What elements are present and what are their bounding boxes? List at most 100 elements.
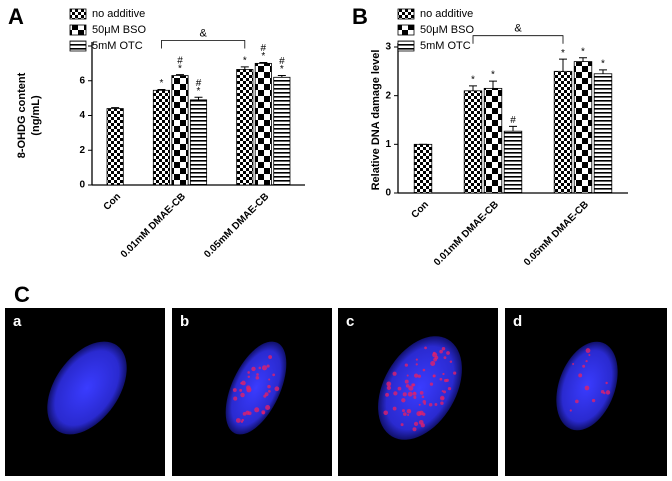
bar xyxy=(273,76,291,186)
error-bar xyxy=(559,58,567,72)
x-tick-label: Con xyxy=(409,199,431,221)
signal-dot xyxy=(241,380,246,386)
bar xyxy=(254,62,272,186)
signal-dot xyxy=(239,388,243,392)
signal-dot xyxy=(397,386,402,391)
panel-label: B xyxy=(352,4,368,29)
error-bar xyxy=(469,85,477,91)
significance-marker: # xyxy=(510,115,516,126)
signal-dot xyxy=(418,419,424,425)
significance-marker: * xyxy=(280,64,284,75)
significance-marker: # xyxy=(261,43,267,54)
signal-dot xyxy=(445,378,449,383)
legend-label: no additive xyxy=(92,8,145,20)
bar xyxy=(503,130,523,194)
significance-marker: * xyxy=(178,63,182,74)
error-bar xyxy=(111,107,120,109)
signal-dot xyxy=(443,356,447,360)
bar xyxy=(171,75,189,186)
signal-dot xyxy=(419,391,424,395)
bar xyxy=(593,73,613,194)
signal-dot xyxy=(408,385,414,391)
error-bar xyxy=(259,62,268,64)
legend-label: 5mM OTC xyxy=(92,40,143,52)
signal-dot xyxy=(401,398,406,403)
signal-dot xyxy=(272,373,276,377)
signal-dot xyxy=(403,412,407,416)
y-tick-label: 1 xyxy=(385,139,391,150)
legend-swatch xyxy=(69,40,87,52)
signal-dot xyxy=(246,385,251,390)
y-tick-label: 0 xyxy=(385,188,391,199)
signal-dot xyxy=(424,346,427,350)
y-tick-label: 4 xyxy=(79,110,85,121)
signal-dot xyxy=(569,409,572,412)
significance-marker: # xyxy=(196,78,202,89)
image-label: c xyxy=(346,313,354,330)
signal-dot xyxy=(446,351,450,355)
signal-dot xyxy=(453,371,457,375)
significance-marker: * xyxy=(197,86,201,97)
signal-dot xyxy=(405,384,410,388)
signal-dot xyxy=(416,411,422,417)
signal-dot xyxy=(412,427,417,432)
signal-dot xyxy=(268,378,271,381)
y-axis-label: (ng/mL) xyxy=(30,95,42,136)
signal-dot xyxy=(254,407,260,413)
signal-dot xyxy=(265,404,271,411)
error-bar xyxy=(194,96,203,100)
signal-dot xyxy=(393,391,398,396)
signal-dot xyxy=(235,418,241,423)
signal-dot xyxy=(439,377,443,381)
signal-dot xyxy=(578,373,583,378)
signal-dot xyxy=(415,363,418,366)
signal-dot xyxy=(428,403,433,407)
signal-dot xyxy=(386,385,392,391)
bar xyxy=(189,99,208,186)
error-bar xyxy=(599,69,607,74)
legend-label: 5mM OTC xyxy=(420,40,471,52)
signal-dot xyxy=(413,391,416,394)
significance-marker: # xyxy=(279,56,285,67)
signal-dot xyxy=(429,382,434,386)
signal-dot xyxy=(440,401,444,405)
panel-label: A xyxy=(8,4,24,29)
legend-swatch xyxy=(69,8,87,20)
signal-dot xyxy=(605,390,611,395)
signal-dot xyxy=(442,372,445,376)
bar xyxy=(483,87,503,194)
signal-dot xyxy=(413,421,419,426)
signal-dot xyxy=(255,375,260,380)
significance-marker: * xyxy=(581,46,585,57)
significance-marker: # xyxy=(177,55,183,66)
signal-dot xyxy=(434,355,439,360)
bracket-label: & xyxy=(514,23,522,35)
error-bar xyxy=(509,125,517,132)
bar xyxy=(553,70,573,194)
significance-marker: * xyxy=(491,70,495,81)
bracket-label: & xyxy=(199,27,207,39)
image-label: a xyxy=(13,313,22,330)
error-bar xyxy=(277,75,286,78)
y-tick-label: 2 xyxy=(79,145,85,156)
signal-dot xyxy=(417,374,422,378)
signal-dot xyxy=(449,360,453,363)
signal-dot xyxy=(572,362,575,366)
signal-dot xyxy=(441,397,444,400)
y-tick-label: 2 xyxy=(385,90,391,101)
nucleus xyxy=(225,341,287,435)
signal-dot xyxy=(582,364,586,368)
significance-marker: * xyxy=(601,59,605,70)
signal-dot xyxy=(415,358,418,361)
bar xyxy=(413,143,433,194)
signal-dot xyxy=(441,347,446,351)
significance-marker: * xyxy=(261,51,265,62)
signal-dot xyxy=(585,359,588,363)
y-tick-label: 6 xyxy=(79,75,85,86)
error-bar xyxy=(175,74,184,76)
signal-dot xyxy=(588,354,591,357)
signal-dot xyxy=(432,374,436,378)
signal-dot xyxy=(240,420,244,423)
micrograph: c xyxy=(338,308,498,476)
